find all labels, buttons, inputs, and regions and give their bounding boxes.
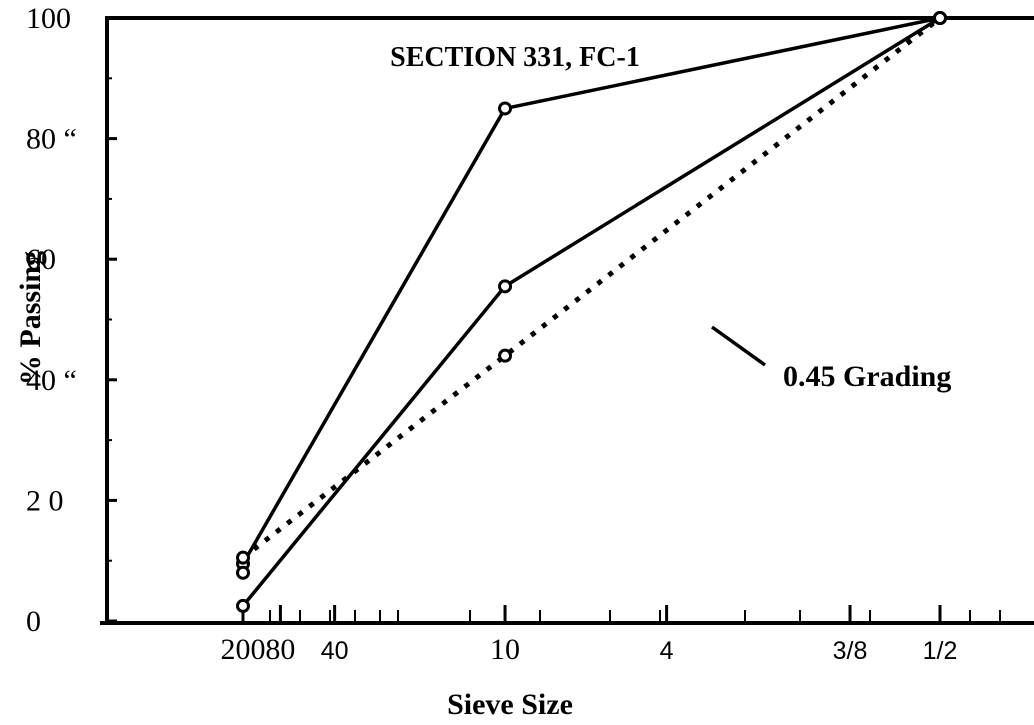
data-point: [933, 11, 947, 25]
data-point: [236, 550, 250, 565]
x-tick-label: 4: [660, 637, 674, 665]
y-axis-label: % Passing: [14, 251, 47, 385]
y-tick-label: 80 “: [26, 123, 77, 156]
data-point: [236, 565, 250, 580]
data-point: [236, 598, 250, 613]
annotation-leader: [710, 325, 767, 367]
data-point: [498, 279, 513, 294]
x-tick-label: 1/2: [923, 637, 958, 665]
x-tick-label: 40: [321, 637, 349, 665]
chart-title: SECTION 331, FC-1: [390, 42, 640, 73]
y-tick-label: 100: [26, 2, 71, 35]
y-tick-label: 0: [26, 605, 41, 638]
y-tick-label: 2 0: [26, 484, 64, 517]
x-tick-label: 200: [221, 633, 266, 666]
y-tick-label: 40 “: [26, 364, 77, 397]
annotation-label: 0.45 Grading: [783, 360, 951, 393]
y-tick-label: 60: [26, 243, 56, 276]
data-point: [498, 101, 513, 116]
x-tick-label: 10: [490, 633, 520, 666]
x-axis-label: Sieve Size: [447, 688, 573, 721]
x-tick-label: 3/8: [833, 637, 868, 665]
series-line-2: [241, 16, 941, 608]
data-point: [498, 348, 513, 363]
x-tick-label: 80: [265, 633, 295, 666]
